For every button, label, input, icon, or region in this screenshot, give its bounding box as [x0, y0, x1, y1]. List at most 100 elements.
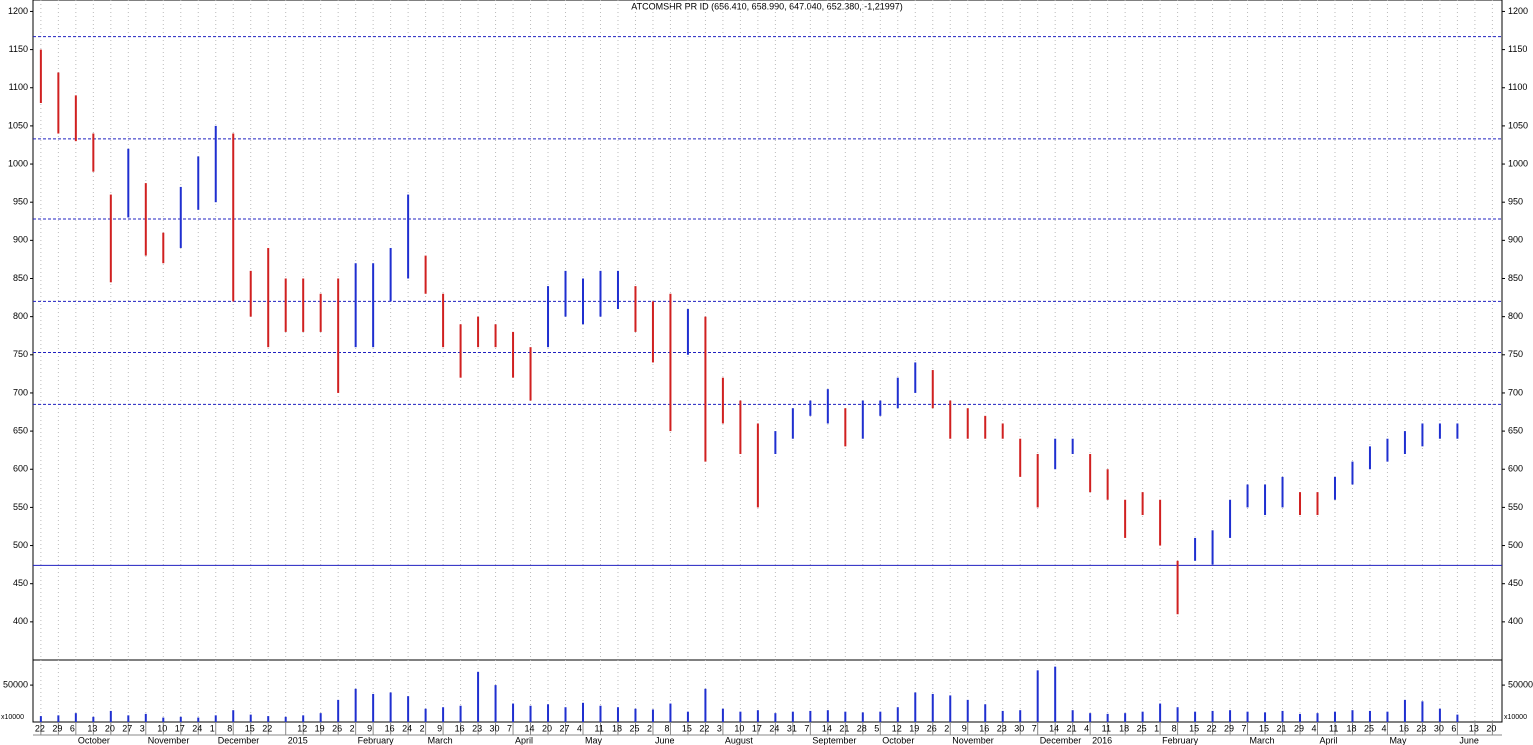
volume-bar [686, 711, 689, 722]
volume-bar [931, 693, 934, 722]
price-bar [809, 400, 812, 416]
x-tick-label: 18 [612, 723, 622, 733]
x-tick-label: 2 [647, 723, 652, 733]
x-tick-label: 15 [245, 723, 255, 733]
price-bar [564, 270, 567, 317]
volume-bar [774, 713, 777, 722]
price-bar [494, 324, 497, 348]
x-tick-label: 6 [70, 723, 75, 733]
x-tick-label: 16 [455, 723, 465, 733]
x-tick-label: 26 [332, 723, 342, 733]
x-tick-label: 16 [979, 723, 989, 733]
x-tick-label: 20 [1486, 723, 1496, 733]
x-tick-label: 23 [472, 723, 482, 733]
volume-bar [372, 693, 375, 722]
plot-frame [32, 0, 1503, 723]
volume-bar [319, 713, 322, 722]
price-bar [826, 389, 829, 424]
price-bar [861, 400, 864, 439]
y-tick-label: 800 [1508, 311, 1523, 321]
x-tick-label: 7 [1032, 723, 1037, 733]
x-tick-label: 30 [490, 723, 500, 733]
price-bar [1281, 476, 1284, 508]
x-tick-label: 28 [857, 723, 867, 733]
price-bar [1071, 438, 1074, 454]
volume-bar [616, 707, 619, 722]
price-bar [459, 324, 462, 378]
y-tick-label: 750 [1508, 349, 1523, 359]
volume-bar [1333, 711, 1336, 722]
x-tick-label: 31 [787, 723, 797, 733]
x-tick-label: 30 [1014, 723, 1024, 733]
volume-bar [1159, 703, 1162, 722]
y-tick-label: 550 [1508, 502, 1523, 512]
volume-bar [949, 695, 952, 722]
month-label: April [1320, 735, 1338, 745]
price-bar [669, 293, 672, 432]
price-bar [931, 370, 934, 409]
x-tick-label: 25 [1137, 723, 1147, 733]
x-tick-label: 12 [297, 723, 307, 733]
x-tick-label: 14 [822, 723, 832, 733]
x-tick-label: 11 [594, 723, 603, 733]
x-tick-label: 29 [1224, 723, 1234, 733]
price-bar [529, 347, 532, 401]
price-bar [1368, 446, 1371, 470]
price-bar [1054, 438, 1057, 470]
price-bar [599, 270, 602, 317]
v-tick-label: 50000 [3, 679, 28, 689]
x-tick-label: 9 [367, 723, 372, 733]
x-tick-label: 14 [525, 723, 535, 733]
volume-bar [1438, 708, 1441, 722]
price-bar [1333, 476, 1336, 500]
x-tick-label: 13 [1469, 723, 1479, 733]
volume-bar [1264, 712, 1267, 722]
price-bar [389, 247, 392, 302]
price-bar [1351, 461, 1354, 485]
x-tick-label: 8 [664, 723, 669, 733]
volume-bar [1054, 666, 1057, 722]
volume-bar [1106, 713, 1109, 722]
y-tick-label: 1100 [1508, 82, 1527, 92]
price-bar [1299, 492, 1302, 516]
y-tick-label: 900 [13, 235, 28, 245]
month-label: May [1389, 735, 1407, 745]
y-tick-label: 1100 [9, 82, 28, 92]
volume-bar [109, 710, 112, 722]
price-bar [1438, 423, 1441, 439]
volume-bar [1246, 711, 1249, 722]
volume-bar [1456, 714, 1459, 722]
price-bar [1316, 492, 1319, 516]
price-bar [914, 362, 917, 393]
x-tick-label: 2 [420, 723, 425, 733]
month-label: June [1459, 735, 1479, 745]
price-bar [179, 186, 182, 248]
month-label: March [1250, 735, 1275, 745]
price-bar [57, 72, 60, 134]
x-tick-label: 1 [210, 723, 215, 733]
x-tick-label: 4 [1381, 723, 1386, 733]
volume-bar [634, 708, 637, 722]
volume-bar [302, 715, 305, 722]
volume-bar [861, 712, 864, 722]
y-tick-label: 900 [1508, 235, 1523, 245]
price-bar [1019, 438, 1022, 477]
x-tick-label: 24 [402, 723, 412, 733]
price-bar [704, 316, 707, 462]
y-tick-label: 1200 [1508, 6, 1528, 16]
price-bar [966, 408, 969, 439]
volume-bar [1194, 711, 1197, 722]
volume-bar [74, 713, 77, 722]
x-tick-label: 20 [105, 723, 115, 733]
x-tick-label: 24 [192, 723, 202, 733]
volume-bar [424, 708, 427, 722]
y-tick-label: 950 [13, 197, 28, 207]
chart-title: ATCOMSHR PR ID (656.410, 658.990, 647.04… [631, 1, 903, 11]
x-tick-label: 19 [315, 723, 325, 733]
price-bar [372, 263, 375, 348]
volume-bar [1229, 710, 1232, 722]
volume-bar [477, 671, 480, 722]
price-bar [1211, 530, 1214, 565]
price-bar [407, 194, 410, 279]
